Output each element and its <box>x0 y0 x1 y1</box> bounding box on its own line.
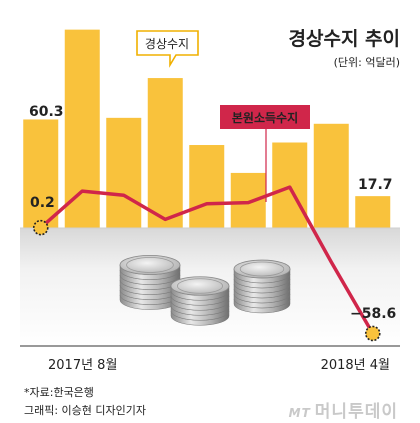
coin-rim <box>176 278 224 294</box>
line-point-end <box>364 325 381 342</box>
bar-current-account-2 <box>64 29 100 228</box>
bar-current-account-3 <box>106 117 142 228</box>
series-line-primary-income <box>39 185 375 336</box>
coin-face <box>170 276 230 296</box>
chart-title: 경상수지 추이 <box>289 28 401 50</box>
coin-rim <box>239 261 285 277</box>
data-label-bar-first: 60.3 <box>29 104 64 120</box>
bar-current-account-1 <box>23 119 59 228</box>
bar-current-account-6 <box>230 172 266 228</box>
publisher-logo: MT 머니투데이 <box>289 397 398 422</box>
graphic-credit: 그래픽: 이승현 디자인기자 <box>24 404 147 417</box>
data-label-bar-last: 17.7 <box>358 177 393 193</box>
bar-current-account-7 <box>272 142 308 228</box>
line-point-start <box>32 219 49 236</box>
bar-current-account-8 <box>313 123 349 228</box>
legend-callout-current-account: 경상수지 <box>136 30 199 68</box>
unit-label: (단위: 억달러) <box>334 56 400 69</box>
legend-label-primary-income: 본원소득수지 <box>232 110 298 125</box>
data-label-line-last: −58.6 <box>350 306 396 322</box>
legend-callout-primary-income: 본원소득수지 <box>220 105 310 202</box>
x-tick-label-start: 2017년 8월 <box>48 358 117 373</box>
logo-text: 머니투데이 <box>314 402 398 422</box>
logo-mark: MT <box>288 406 311 420</box>
bar-current-account-4 <box>147 78 183 228</box>
x-tick-label-end: 2018년 4월 <box>321 358 390 373</box>
coins-illustration <box>119 254 291 326</box>
coin-face <box>119 254 181 275</box>
coin-face <box>233 259 291 279</box>
data-label-line-first: 0.2 <box>30 195 55 211</box>
bar-current-account-9 <box>355 196 391 228</box>
legend-label-current-account: 경상수지 <box>145 37 189 51</box>
bar-current-account-5 <box>189 145 225 228</box>
coin-rim <box>126 257 174 273</box>
source-note: *자료:한국은행 <box>24 386 94 399</box>
